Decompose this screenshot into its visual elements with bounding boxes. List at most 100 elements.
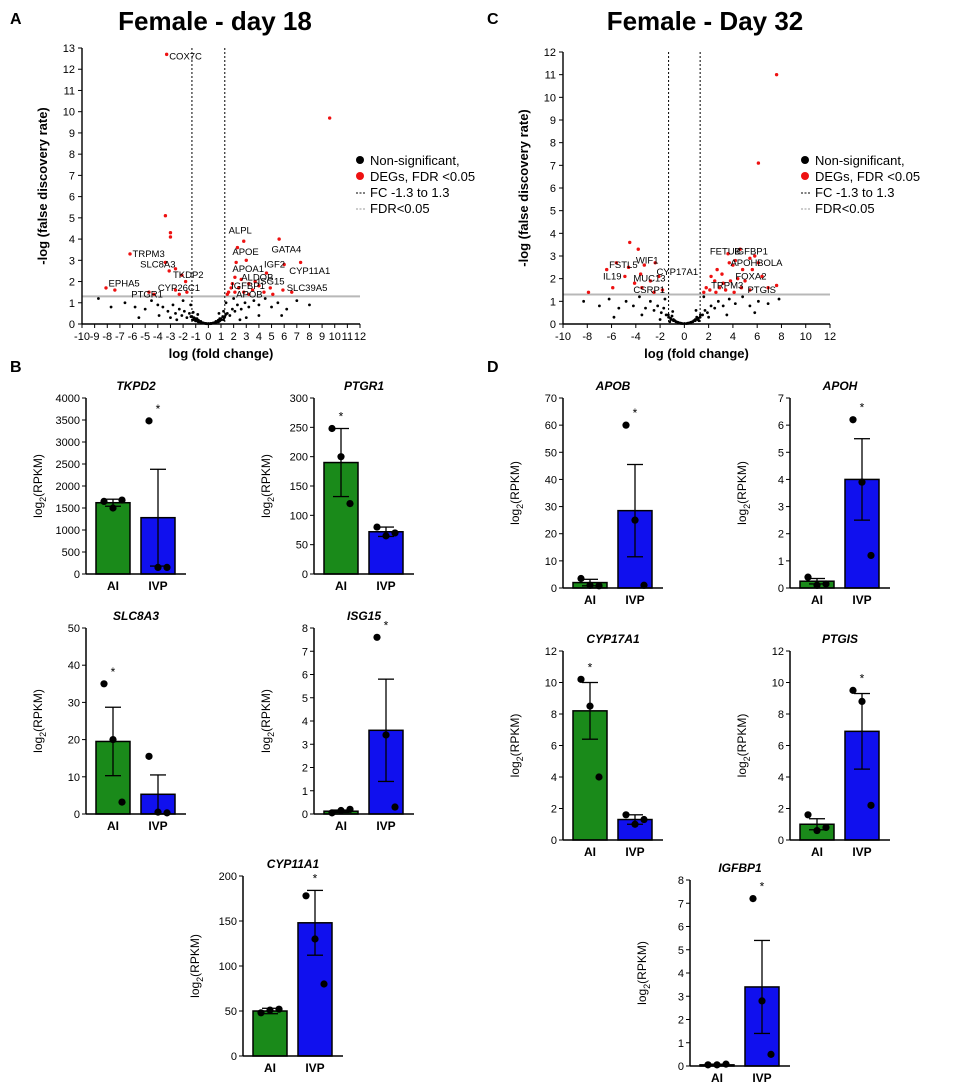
y-tick-label: 5	[778, 447, 784, 459]
data-point	[311, 935, 319, 943]
deg-point	[268, 286, 272, 290]
gene-label: FETUB	[710, 246, 741, 257]
deg-point	[731, 263, 735, 267]
data-point	[163, 563, 171, 572]
category-label: IVP	[625, 593, 644, 607]
deg-point	[708, 288, 712, 292]
x-tick-label: -9	[90, 331, 100, 343]
category-label: IVP	[852, 593, 871, 607]
gene-label: APOE	[232, 247, 258, 258]
deg-point	[723, 288, 728, 292]
y-tick-label: 20	[68, 735, 80, 747]
ns-point	[698, 313, 702, 317]
deg-point	[774, 283, 779, 288]
data-point	[302, 892, 310, 900]
data-point	[586, 702, 594, 710]
data-point	[822, 823, 830, 832]
y-axis-label: log2(RPKM)	[735, 461, 752, 525]
y-tick-label: 0	[778, 835, 784, 847]
chart-title: Female - Day 32	[607, 6, 804, 36]
x-tick-label: -8	[102, 331, 112, 343]
ns-point	[612, 315, 616, 319]
ns-point	[582, 299, 586, 303]
y-tick-label: 3	[69, 255, 75, 267]
ns-point	[133, 305, 137, 309]
y-axis-label-part: log	[259, 737, 273, 753]
y-axis-label: log2(RPKM)	[31, 454, 48, 518]
data-point	[382, 532, 390, 540]
count-up-regulated: 50	[231, 0, 245, 3]
y-tick-label: 2	[678, 1015, 684, 1027]
data-point	[337, 453, 345, 461]
deg-point	[702, 290, 706, 294]
bar-chart-title: APOB	[595, 379, 631, 393]
deg-point	[253, 279, 257, 284]
data-point	[100, 497, 108, 505]
deg-point	[225, 292, 230, 296]
y-tick-label: 3500	[56, 415, 80, 427]
deg-point	[638, 272, 643, 276]
y-axis-label: log2(RPKM)	[259, 454, 276, 518]
y-tick-label: 6	[778, 741, 784, 753]
gene-label: PTGIS	[747, 285, 776, 296]
ns-point	[693, 318, 697, 321]
x-axis-label: log (fold change)	[169, 346, 274, 361]
y-tick-label: 50	[296, 540, 308, 552]
ns-point	[308, 303, 311, 307]
x-tick-label: 0	[681, 331, 687, 343]
data-point	[713, 1061, 721, 1069]
data-point	[109, 504, 117, 512]
data-point	[577, 574, 585, 583]
category-label: IVP	[148, 579, 167, 593]
deg-point	[756, 261, 761, 265]
ns-point	[222, 316, 226, 320]
y-tick-label: 6	[551, 741, 557, 753]
x-tick-label: 4	[256, 331, 262, 343]
category-label: AI	[811, 593, 823, 607]
y-tick-label: 8	[550, 138, 556, 150]
gene-label: CYP26C1	[158, 283, 200, 294]
deg-point	[147, 290, 151, 294]
deg-point	[715, 267, 719, 272]
deg-point	[180, 273, 184, 277]
data-point	[758, 997, 766, 1005]
gene-label: APOH	[730, 258, 757, 269]
deg-point	[327, 116, 332, 120]
count-down-regulated: 21	[647, 0, 661, 3]
bar-chart-title: ISG15	[347, 609, 381, 623]
deg-point	[233, 290, 237, 294]
y-tick-label: 0	[550, 319, 556, 331]
deg-point	[167, 269, 171, 273]
deg-point	[704, 286, 708, 290]
deg-point	[733, 258, 738, 263]
deg-point	[713, 279, 717, 283]
x-tick-label: 2	[706, 331, 712, 343]
x-tick-label: -5	[140, 331, 150, 343]
chart-title: Female - day 18	[118, 6, 312, 36]
deg-point	[242, 239, 246, 243]
deg-point	[168, 235, 173, 239]
y-tick-label: 2	[302, 763, 308, 775]
ns-point	[658, 318, 662, 321]
y-tick-label: 0	[74, 569, 80, 581]
y-axis-label-subscript: 2	[195, 977, 205, 982]
data-point	[391, 529, 399, 537]
x-tick-label: -2	[178, 331, 188, 343]
x-tick-label: 6	[281, 331, 287, 343]
y-axis-label: log2(RPKM)	[259, 689, 276, 753]
deg-point	[717, 286, 722, 290]
y-tick-label: 5	[550, 206, 556, 218]
ns-point	[181, 299, 185, 303]
category-label: IVP	[148, 819, 167, 833]
gene-label: IGFBP1	[734, 246, 768, 257]
bar-ai	[95, 501, 131, 575]
ns-point	[716, 299, 720, 303]
deg-point	[271, 292, 275, 296]
deg-point	[244, 258, 248, 263]
ns-point	[243, 301, 247, 305]
x-tick-label: -7	[115, 331, 125, 343]
deg-point	[164, 52, 169, 57]
data-point	[257, 1009, 265, 1017]
